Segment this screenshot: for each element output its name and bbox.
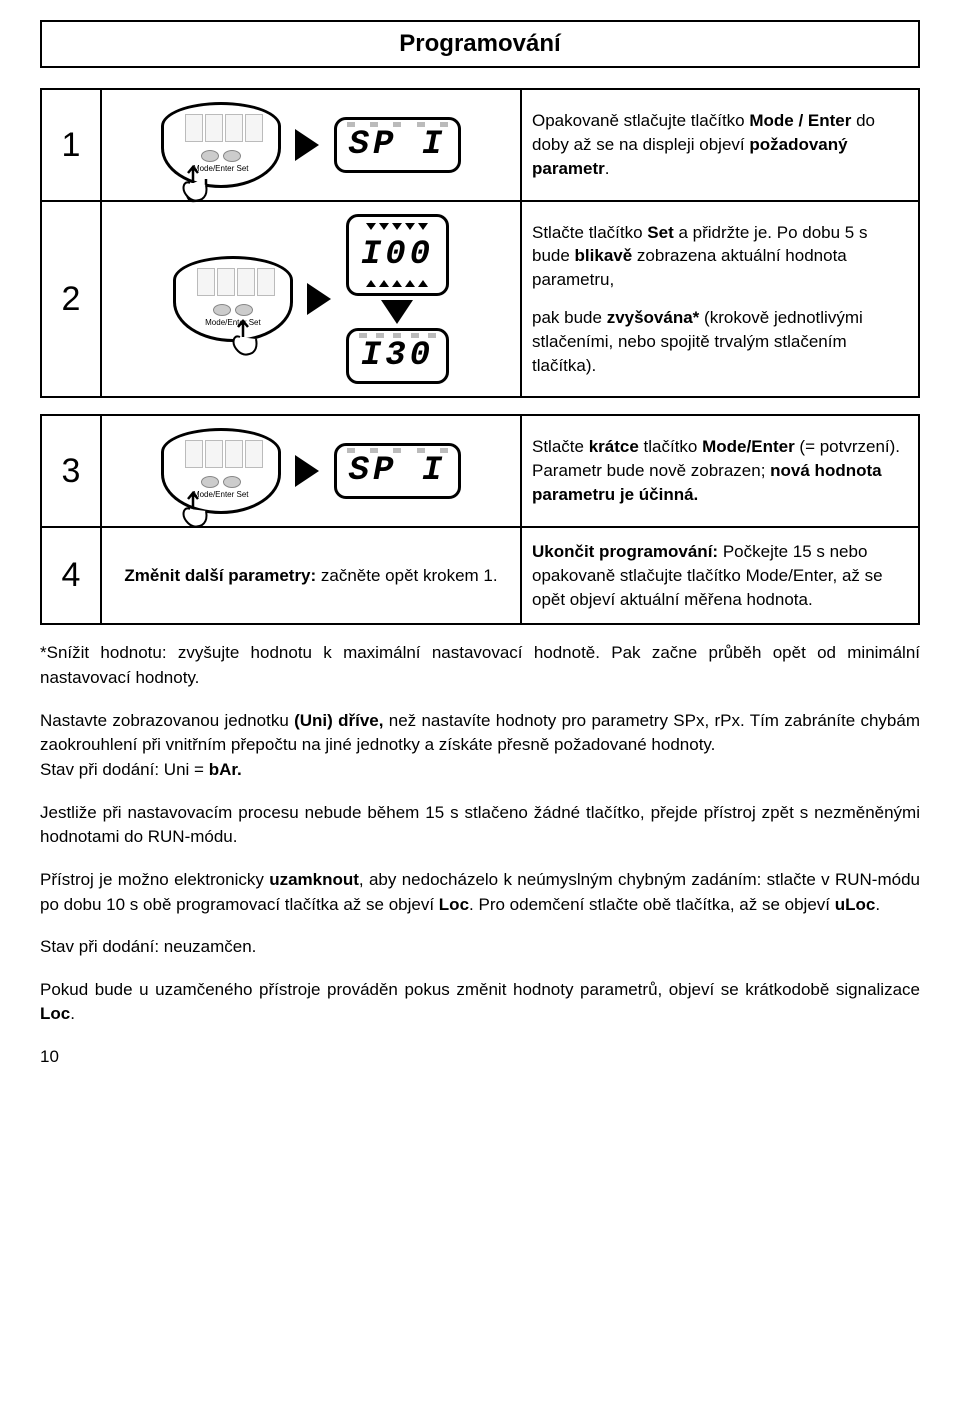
arrow-right-icon [307, 283, 331, 315]
lcd-display: SP I [334, 117, 462, 173]
step-number-4: 4 [41, 527, 101, 624]
set-button[interactable] [235, 304, 253, 316]
footnote: *Snížit hodnotu: zvyšujte hodnotu k maxi… [40, 641, 920, 690]
arrow-down-icon [381, 300, 413, 324]
arrow-right-icon [295, 455, 319, 487]
paragraph-timeout: Jestliže při nastavovacím procesu nebude… [40, 801, 920, 850]
steps-table-2: 3 Mode/Enter Set [40, 414, 920, 625]
set-button[interactable] [223, 150, 241, 162]
step-graphic-2: Mode/Enter Set I00 [101, 201, 521, 397]
lcd-display: I00 [346, 214, 449, 296]
page-title: Programování [42, 30, 918, 58]
step-row-1: 1 Mode/Enter Set [41, 89, 919, 201]
page-number: 10 [40, 1047, 920, 1067]
step-graphic-1: Mode/Enter Set SP I [101, 89, 521, 201]
paragraph-lock: Přístroj je možno elektronicky uzamknout… [40, 868, 920, 917]
finger-icon [176, 165, 210, 203]
device-icon: Mode/Enter Set [161, 428, 281, 514]
arrow-right-icon [295, 129, 319, 161]
step-text-4: Ukončit programování: Počkejte 15 s nebo… [521, 527, 919, 624]
step-graphic-3: Mode/Enter Set SP I [101, 415, 521, 527]
step-row-3: 3 Mode/Enter Set [41, 415, 919, 527]
title-box: Programování [40, 20, 920, 68]
paragraph-locked-attempt: Pokud bude u uzamčeného přístroje provád… [40, 978, 920, 1027]
lcd-display: I30 [346, 328, 449, 384]
steps-table-1: 1 Mode/Enter Set [40, 88, 920, 398]
step-left-4: Změnit další parametry: začněte opět kro… [101, 527, 521, 624]
finger-icon [176, 491, 210, 529]
step-number-2: 2 [41, 201, 101, 397]
paragraph-uni: Nastavte zobrazovanou jednotku (Uni) dří… [40, 709, 920, 783]
step-row-2: 2 Mode/Enter Set [41, 201, 919, 397]
device-icon: Mode/Enter Set [173, 256, 293, 342]
mode-enter-button[interactable] [201, 476, 219, 488]
finger-icon [226, 319, 260, 357]
paragraph-state: Stav při dodání: neuzamčen. [40, 935, 920, 960]
step-number-1: 1 [41, 89, 101, 201]
step-number-3: 3 [41, 415, 101, 527]
set-button[interactable] [223, 476, 241, 488]
step-text-3: Stlačte krátce tlačítko Mode/Enter (= po… [521, 415, 919, 527]
lcd-display: SP I [334, 443, 462, 499]
step-text-2: Stlačte tlačítko Set a přidržte je. Po d… [521, 201, 919, 397]
mode-enter-button[interactable] [213, 304, 231, 316]
mode-enter-button[interactable] [201, 150, 219, 162]
device-icon: Mode/Enter Set [161, 102, 281, 188]
step-row-4: 4 Změnit další parametry: začněte opět k… [41, 527, 919, 624]
step-text-1: Opakovaně stlačujte tlačítko Mode / Ente… [521, 89, 919, 201]
